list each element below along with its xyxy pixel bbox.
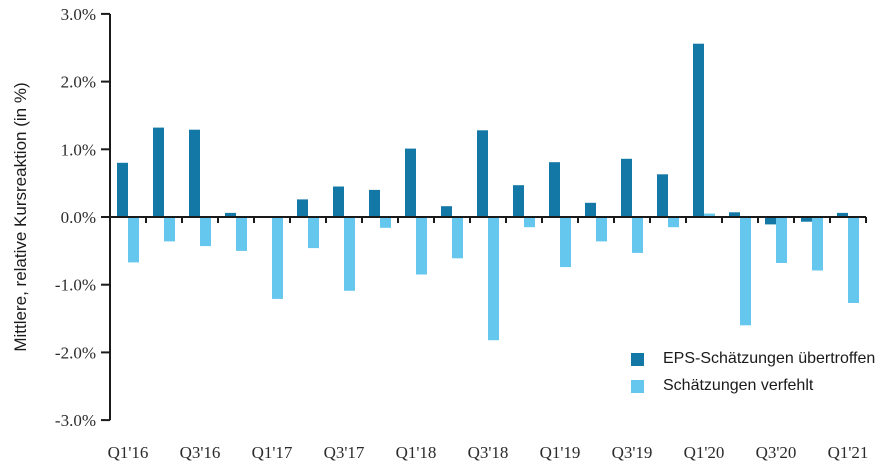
bar-miss-Q3'19 (632, 217, 643, 253)
bar-beat-Q4'16 (225, 212, 236, 217)
bar-beat-Q3'20 (765, 217, 776, 225)
bar-miss-Q2'20 (740, 217, 751, 326)
bar-beat-Q3'17 (333, 186, 344, 217)
bar-miss-Q1'20 (704, 213, 715, 217)
y-tick-label--3.0%: -3.0% (55, 411, 96, 430)
legend-swatch-beat-icon (631, 352, 644, 366)
bar-beat-Q4'17 (369, 189, 380, 217)
x-tick-label-Q3'16: Q3'16 (180, 443, 221, 462)
bar-beat-Q2'16 (153, 127, 164, 217)
bar-miss-Q3'17 (344, 217, 355, 291)
bar-miss-Q3'18 (488, 217, 499, 341)
y-tick-label-3.0%: 3.0% (61, 5, 96, 24)
y-tick-label--2.0%: -2.0% (55, 343, 96, 362)
bar-miss-Q2'19 (596, 217, 607, 242)
x-tick-label-Q1'19: Q1'19 (540, 443, 581, 462)
x-tick-label-Q3'17: Q3'17 (324, 443, 365, 462)
bar-beat-Q2'20 (729, 212, 740, 217)
bar-miss-Q2'16 (164, 217, 175, 242)
bar-beat-Q2'19 (585, 202, 596, 217)
bar-beat-Q3'18 (477, 130, 488, 217)
bar-beat-Q4'18 (513, 185, 524, 217)
x-tick-label-Q3'18: Q3'18 (468, 443, 509, 462)
x-tick-label-Q3'20: Q3'20 (756, 443, 797, 462)
bar-beat-Q1'21 (837, 212, 848, 217)
y-tick-label--1.0%: -1.0% (55, 276, 96, 295)
bar-miss-Q2'18 (452, 217, 463, 259)
legend-item-beat: EPS-Schätzungen übertroffen (631, 350, 876, 367)
bar-beat-Q2'18 (441, 206, 452, 217)
bar-miss-Q4'18 (524, 217, 535, 228)
bar-beat-Q3'19 (621, 158, 632, 217)
bar-beat-Q1'16 (117, 162, 128, 217)
x-tick-label-Q1'17: Q1'17 (252, 443, 293, 462)
x-tick-label-Q1'16: Q1'16 (108, 443, 149, 462)
x-tick-label-Q1'20: Q1'20 (684, 443, 725, 462)
bar-beat-Q1'20 (693, 43, 704, 218)
bar-miss-Q1'16 (128, 217, 139, 263)
y-tick-label-1.0%: 1.0% (61, 140, 96, 159)
bar-beat-Q4'19 (657, 174, 668, 217)
bar-miss-Q1'18 (416, 217, 427, 275)
bar-miss-Q1'17 (272, 217, 283, 299)
y-tick-label-2.0%: 2.0% (61, 73, 96, 92)
bar-miss-Q3'16 (200, 217, 211, 247)
bar-beat-Q4'20 (801, 217, 812, 222)
bar-miss-Q4'16 (236, 217, 247, 251)
bar-miss-Q1'19 (560, 217, 571, 268)
legend-swatch-missed-icon (631, 379, 644, 393)
bar-beat-Q1'18 (405, 148, 416, 217)
bar-miss-Q1'21 (848, 217, 859, 303)
bar-miss-Q3'20 (776, 217, 787, 263)
bar-miss-Q4'19 (668, 217, 679, 228)
bar-miss-Q4'17 (380, 217, 391, 228)
bar-miss-Q2'17 (308, 217, 319, 249)
legend-item-missed: Schätzungen verfehlt (631, 377, 875, 394)
legend-label-missed: Schätzungen verfehlt (663, 377, 814, 394)
bar-beat-Q3'16 (189, 129, 200, 217)
legend: EPS-Schätzungen übertroffen Schätzungen … (631, 350, 876, 406)
legend-label-beat: EPS-Schätzungen übertroffen (663, 350, 876, 367)
y-tick-label-0.0%: 0.0% (61, 208, 96, 227)
bar-miss-Q4'20 (812, 217, 823, 271)
x-tick-label-Q3'19: Q3'19 (612, 443, 653, 462)
x-tick-label-Q1'21: Q1'21 (828, 443, 869, 462)
bar-beat-Q1'19 (549, 162, 560, 217)
bar-beat-Q2'17 (297, 199, 308, 217)
x-tick-label-Q1'18: Q1'18 (396, 443, 437, 462)
